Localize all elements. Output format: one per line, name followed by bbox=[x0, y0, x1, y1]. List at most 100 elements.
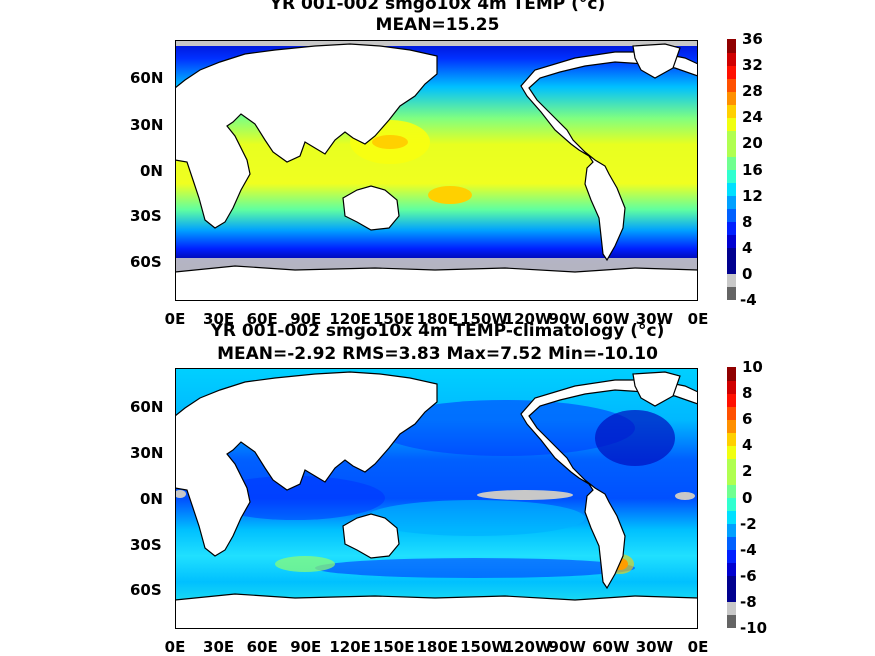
panel2-colorbar-tick: 6 bbox=[742, 410, 753, 429]
panel2-below-range bbox=[675, 492, 695, 500]
panel1-lon-label: 150E bbox=[372, 310, 415, 328]
panel2-lon-label: 150W bbox=[460, 638, 508, 656]
panel1-colorbar-segment bbox=[727, 208, 736, 223]
panel2-mild-region bbox=[365, 500, 585, 536]
panel1-frame bbox=[175, 40, 698, 301]
panel2-lon-label: 150E bbox=[372, 638, 415, 656]
panel1-colorbar-tick: 24 bbox=[742, 108, 763, 127]
panel2-colorbar-segment bbox=[727, 380, 736, 394]
panel2-colorbar-tick: -10 bbox=[740, 619, 768, 637]
panel1-lon-label: 120W bbox=[503, 310, 552, 328]
panel2-colorbar-segment bbox=[727, 406, 736, 420]
panel1-title: YR 001-002 smgo10x 4m TEMP (°c) bbox=[269, 0, 606, 14]
panel1-colorbar-tick: 16 bbox=[742, 160, 763, 179]
panel2-below-range bbox=[477, 490, 573, 500]
panel1-lon-label: 0E bbox=[687, 310, 709, 328]
panel1-lon-label: 60W bbox=[592, 310, 630, 328]
panel2-colorbar-segment bbox=[727, 445, 736, 459]
panel2-colorbar-segment bbox=[727, 510, 736, 525]
panel1-lon-label: 60E bbox=[246, 310, 278, 328]
panel1-colorbar-segment bbox=[727, 234, 736, 249]
panel2-lon-label: 0E bbox=[164, 638, 186, 656]
panel2-cold-region bbox=[205, 476, 385, 520]
panel2-map-svg bbox=[175, 368, 698, 629]
panel2-positive-region bbox=[275, 556, 335, 572]
panel2-colorbar-segment bbox=[727, 523, 736, 538]
panel1-colorbar-segment bbox=[727, 169, 736, 184]
panel1-lat-label: 30S bbox=[130, 207, 162, 225]
panel1-colorbar-segment bbox=[727, 39, 736, 53]
panel1-map bbox=[175, 40, 698, 301]
panel1-colorbar-segment bbox=[727, 221, 736, 236]
panel1-colorbar-tick: 0 bbox=[742, 264, 753, 283]
panel1-colorbar-segment bbox=[727, 195, 736, 210]
panel1-colorbar-segment bbox=[727, 143, 736, 157]
panel2-colorbar-tick: 8 bbox=[742, 384, 753, 403]
panel1-lat-label: 60N bbox=[130, 69, 164, 87]
panel1-colorbar-segment bbox=[727, 286, 736, 301]
panel2-lat-label: 0N bbox=[140, 490, 163, 508]
panel1-colorbar-segment bbox=[727, 156, 736, 170]
panel2-cold-region bbox=[375, 400, 635, 456]
panel2-colorbar-segment bbox=[727, 562, 736, 577]
panel2-colorbar-tick: 4 bbox=[742, 436, 753, 455]
panel2-colorbar-segment bbox=[727, 497, 736, 512]
panel1-colorbar-segment bbox=[727, 117, 736, 131]
panel2-colorbar-tick: 10 bbox=[742, 358, 763, 376]
panel2-cold-region bbox=[595, 410, 675, 466]
panel2-colorbar-segment bbox=[727, 432, 736, 446]
panel1-map-svg bbox=[175, 40, 698, 301]
panel2-colorbar-segment bbox=[727, 614, 736, 629]
panel1-warm-core bbox=[372, 135, 408, 149]
panel2-colorbar-segment bbox=[727, 419, 736, 433]
panel2-colorbar-tick: 0 bbox=[742, 488, 753, 507]
panel1-warm-core-south bbox=[428, 186, 472, 204]
panel2-colorbar-segment bbox=[727, 549, 736, 564]
panel1-colorbar-segment bbox=[727, 260, 736, 275]
panel1-colorbar-tick: 12 bbox=[742, 186, 763, 205]
panel2-lon-label: 0E bbox=[687, 638, 709, 656]
panel2-lat-label: 30S bbox=[130, 536, 162, 554]
panel1-colorbar-tick: 8 bbox=[742, 212, 753, 231]
panel2-map bbox=[175, 368, 698, 629]
panel1-colorbar-segment bbox=[727, 78, 736, 92]
panel2-lon-label: 180E bbox=[416, 638, 459, 656]
panel1-colorbar-segment bbox=[727, 182, 736, 197]
panel2-colorbar-tick: -4 bbox=[740, 540, 757, 559]
panel1-lat-label: 60S bbox=[130, 253, 162, 271]
panel1-colorbar-tick: 4 bbox=[742, 238, 753, 257]
panel1-colorbar-segment bbox=[727, 247, 736, 262]
panel1-colorbar-tick: 20 bbox=[742, 134, 763, 153]
panel1-colorbar-segment bbox=[727, 65, 736, 79]
panel2-colorbar-segment bbox=[727, 471, 736, 485]
panel1-colorbar-segment bbox=[727, 273, 736, 288]
panel1-colorbar-segment bbox=[727, 91, 736, 105]
panel1-lon-label: 90W bbox=[548, 310, 586, 328]
panel2-colorbar-segment bbox=[727, 367, 736, 381]
panel2-lon-label: 90E bbox=[290, 638, 322, 656]
panel2-colorbar-segment bbox=[727, 601, 736, 616]
panel2-colorbar-tick: -8 bbox=[740, 592, 757, 611]
panel2-title: YR 001-002 smgo10x 4m TEMP-climatology (… bbox=[210, 321, 665, 341]
panel2-lat-label: 60N bbox=[130, 398, 164, 416]
panel1-colorbar-tick: -4 bbox=[740, 291, 757, 309]
panel2-colorbar-segment bbox=[727, 393, 736, 407]
panel2-lon-label: 120E bbox=[329, 638, 371, 656]
panel1-colorbar-segment bbox=[727, 52, 736, 66]
panel1-lon-label: 30W bbox=[635, 310, 674, 328]
panel2-colorbar-segment bbox=[727, 484, 736, 498]
panel2-colorbar-segment bbox=[727, 575, 736, 590]
panel2-lon-label: 120W bbox=[503, 638, 552, 656]
panel1-colorbar-tick: 36 bbox=[742, 30, 763, 48]
panel2-frame bbox=[175, 368, 698, 629]
panel1-colorbar-segment bbox=[727, 130, 736, 144]
panel2-lon-label: 60W bbox=[592, 638, 630, 656]
panel2-colorbar-segment bbox=[727, 458, 736, 472]
panel1-lon-label: 150W bbox=[460, 310, 508, 328]
panel2-colorbar-segment bbox=[727, 588, 736, 603]
panel2-lon-label: 90W bbox=[548, 638, 586, 656]
panel1-lon-label: 90E bbox=[290, 310, 322, 328]
panel2-cold-region bbox=[315, 558, 635, 578]
panel1-lon-label: 0E bbox=[164, 310, 186, 328]
